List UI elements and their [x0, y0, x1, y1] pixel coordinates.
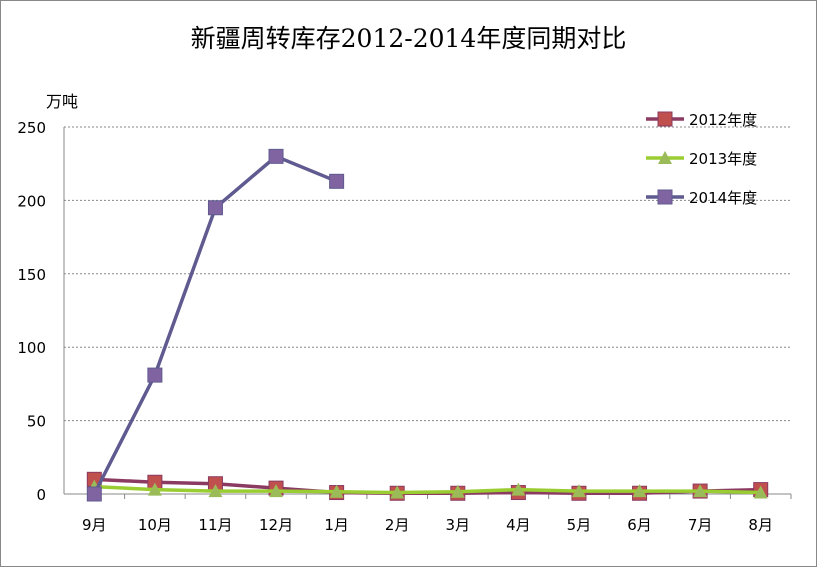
x-tick-label: 2月	[385, 516, 410, 534]
data-point	[329, 484, 344, 498]
legend-marker	[657, 111, 673, 127]
x-tick-label: 9月	[82, 516, 107, 534]
y-tick-label: 100	[17, 339, 46, 357]
legend-label: 2013年度	[689, 150, 757, 168]
data-point	[269, 484, 284, 498]
x-tick-label: 10月	[138, 516, 172, 534]
data-point	[208, 484, 223, 498]
legend-marker	[657, 189, 673, 205]
x-tick-label: 4月	[506, 516, 531, 534]
data-point	[450, 484, 465, 498]
y-tick-label: 250	[17, 119, 46, 137]
y-axis-label: 万吨	[46, 92, 78, 111]
series-line-2013年度	[94, 484, 761, 495]
data-point	[329, 173, 345, 189]
x-tick-label: 12月	[259, 516, 293, 534]
y-tick-label: 50	[27, 413, 46, 431]
data-point	[693, 484, 708, 498]
data-point	[571, 484, 586, 498]
legend-label: 2014年度	[689, 189, 757, 207]
data-point	[147, 482, 162, 496]
data-point	[632, 484, 647, 498]
legend-marker	[658, 151, 672, 164]
y-tick-label: 0	[36, 486, 46, 504]
data-point	[511, 482, 526, 496]
x-tick-label: 3月	[446, 516, 471, 534]
data-point	[147, 367, 163, 383]
data-point	[753, 485, 768, 499]
data-point	[268, 148, 284, 164]
chart-title: 新疆周转库存2012-2014年度同期对比	[190, 24, 627, 53]
x-tick-label: 6月	[627, 516, 652, 534]
data-point	[390, 485, 405, 499]
data-point	[86, 486, 102, 502]
x-tick-label: 11月	[198, 516, 232, 534]
y-tick-label: 150	[17, 266, 46, 284]
x-tick-label: 5月	[567, 516, 592, 534]
y-tick-label: 200	[17, 192, 46, 210]
legend-label: 2012年度	[689, 111, 757, 129]
x-tick-label: 8月	[748, 516, 773, 534]
data-point	[207, 200, 223, 216]
x-tick-label: 7月	[688, 516, 713, 534]
x-tick-label: 1月	[324, 516, 349, 534]
